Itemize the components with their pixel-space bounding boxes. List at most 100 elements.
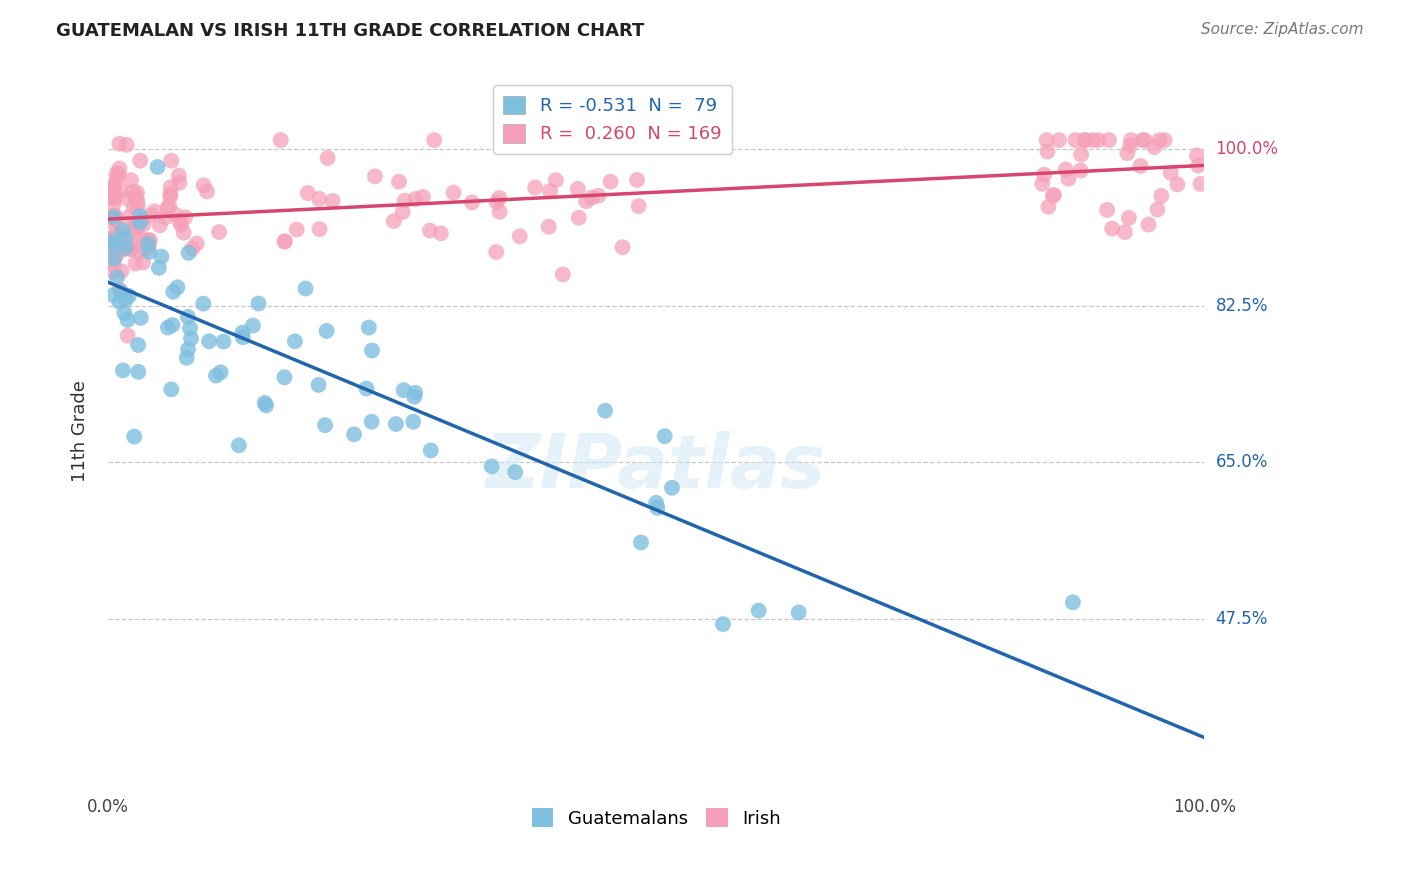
Point <box>537 219 560 234</box>
Point <box>108 283 131 297</box>
Point <box>1189 177 1212 191</box>
Point <box>132 218 155 232</box>
Point <box>118 242 141 256</box>
Point <box>103 191 125 205</box>
Point <box>141 208 163 222</box>
Point <box>1087 133 1109 147</box>
Point <box>103 181 125 195</box>
Point <box>524 180 547 194</box>
Point <box>626 173 648 187</box>
Point <box>485 245 508 260</box>
Point <box>356 382 378 396</box>
Point <box>170 218 193 232</box>
Point <box>121 185 143 199</box>
Point <box>103 258 125 272</box>
Point <box>270 133 292 147</box>
Point <box>1033 168 1056 182</box>
Point <box>103 191 125 205</box>
Point <box>1101 221 1123 235</box>
Point <box>294 281 316 295</box>
Point <box>131 212 153 227</box>
Point <box>1038 200 1060 214</box>
Point <box>127 365 149 379</box>
Point <box>108 136 131 151</box>
Point <box>103 197 125 211</box>
Point <box>231 326 253 340</box>
Point <box>394 194 416 208</box>
Point <box>115 137 138 152</box>
Point <box>1062 595 1084 609</box>
Point <box>162 318 184 332</box>
Point <box>193 178 215 193</box>
Point <box>711 617 734 632</box>
Point <box>103 249 125 263</box>
Point <box>273 370 295 384</box>
Point <box>111 223 134 237</box>
Point <box>402 415 425 429</box>
Point <box>430 227 453 241</box>
Point <box>120 234 142 248</box>
Point <box>124 217 146 231</box>
Point <box>138 239 160 253</box>
Point <box>165 208 187 222</box>
Text: 47.5%: 47.5% <box>1216 610 1268 628</box>
Point <box>181 242 204 256</box>
Point <box>787 606 810 620</box>
Point <box>174 211 197 225</box>
Point <box>1149 133 1171 147</box>
Point <box>104 212 127 227</box>
Point <box>162 285 184 299</box>
Point <box>125 193 148 207</box>
Point <box>1150 189 1173 203</box>
Point <box>103 180 125 194</box>
Point <box>1119 133 1142 147</box>
Point <box>159 180 181 194</box>
Point <box>127 219 149 234</box>
Point <box>575 194 598 208</box>
Point <box>103 238 125 252</box>
Point <box>169 176 191 190</box>
Point <box>160 153 183 168</box>
Point <box>177 245 200 260</box>
Point <box>488 191 510 205</box>
Point <box>546 136 568 151</box>
Point <box>114 241 136 255</box>
Point <box>209 365 232 379</box>
Point <box>308 222 330 236</box>
Point <box>1098 133 1121 147</box>
Point <box>198 334 221 348</box>
Point <box>308 377 330 392</box>
Point <box>103 238 125 252</box>
Point <box>1166 178 1188 192</box>
Point <box>581 191 603 205</box>
Point <box>1118 211 1140 225</box>
Point <box>157 199 180 213</box>
Point <box>314 418 336 433</box>
Point <box>156 320 179 334</box>
Point <box>551 268 574 282</box>
Point <box>593 403 616 417</box>
Point <box>503 465 526 479</box>
Point <box>108 294 131 309</box>
Point <box>125 190 148 204</box>
Point <box>485 195 508 210</box>
Point <box>412 190 434 204</box>
Point <box>1054 162 1077 177</box>
Point <box>647 500 669 515</box>
Point <box>315 324 337 338</box>
Point <box>110 264 132 278</box>
Point <box>156 201 179 215</box>
Point <box>481 459 503 474</box>
Point <box>1043 188 1066 202</box>
Point <box>538 184 561 198</box>
Point <box>173 226 195 240</box>
Point <box>382 214 405 228</box>
Point <box>1143 140 1166 154</box>
Point <box>135 242 157 256</box>
Point <box>284 334 307 349</box>
Point <box>285 222 308 236</box>
Point <box>112 243 135 257</box>
Point <box>1031 177 1053 191</box>
Point <box>419 443 441 458</box>
Text: GUATEMALAN VS IRISH 11TH GRADE CORRELATION CHART: GUATEMALAN VS IRISH 11TH GRADE CORRELATI… <box>56 22 644 40</box>
